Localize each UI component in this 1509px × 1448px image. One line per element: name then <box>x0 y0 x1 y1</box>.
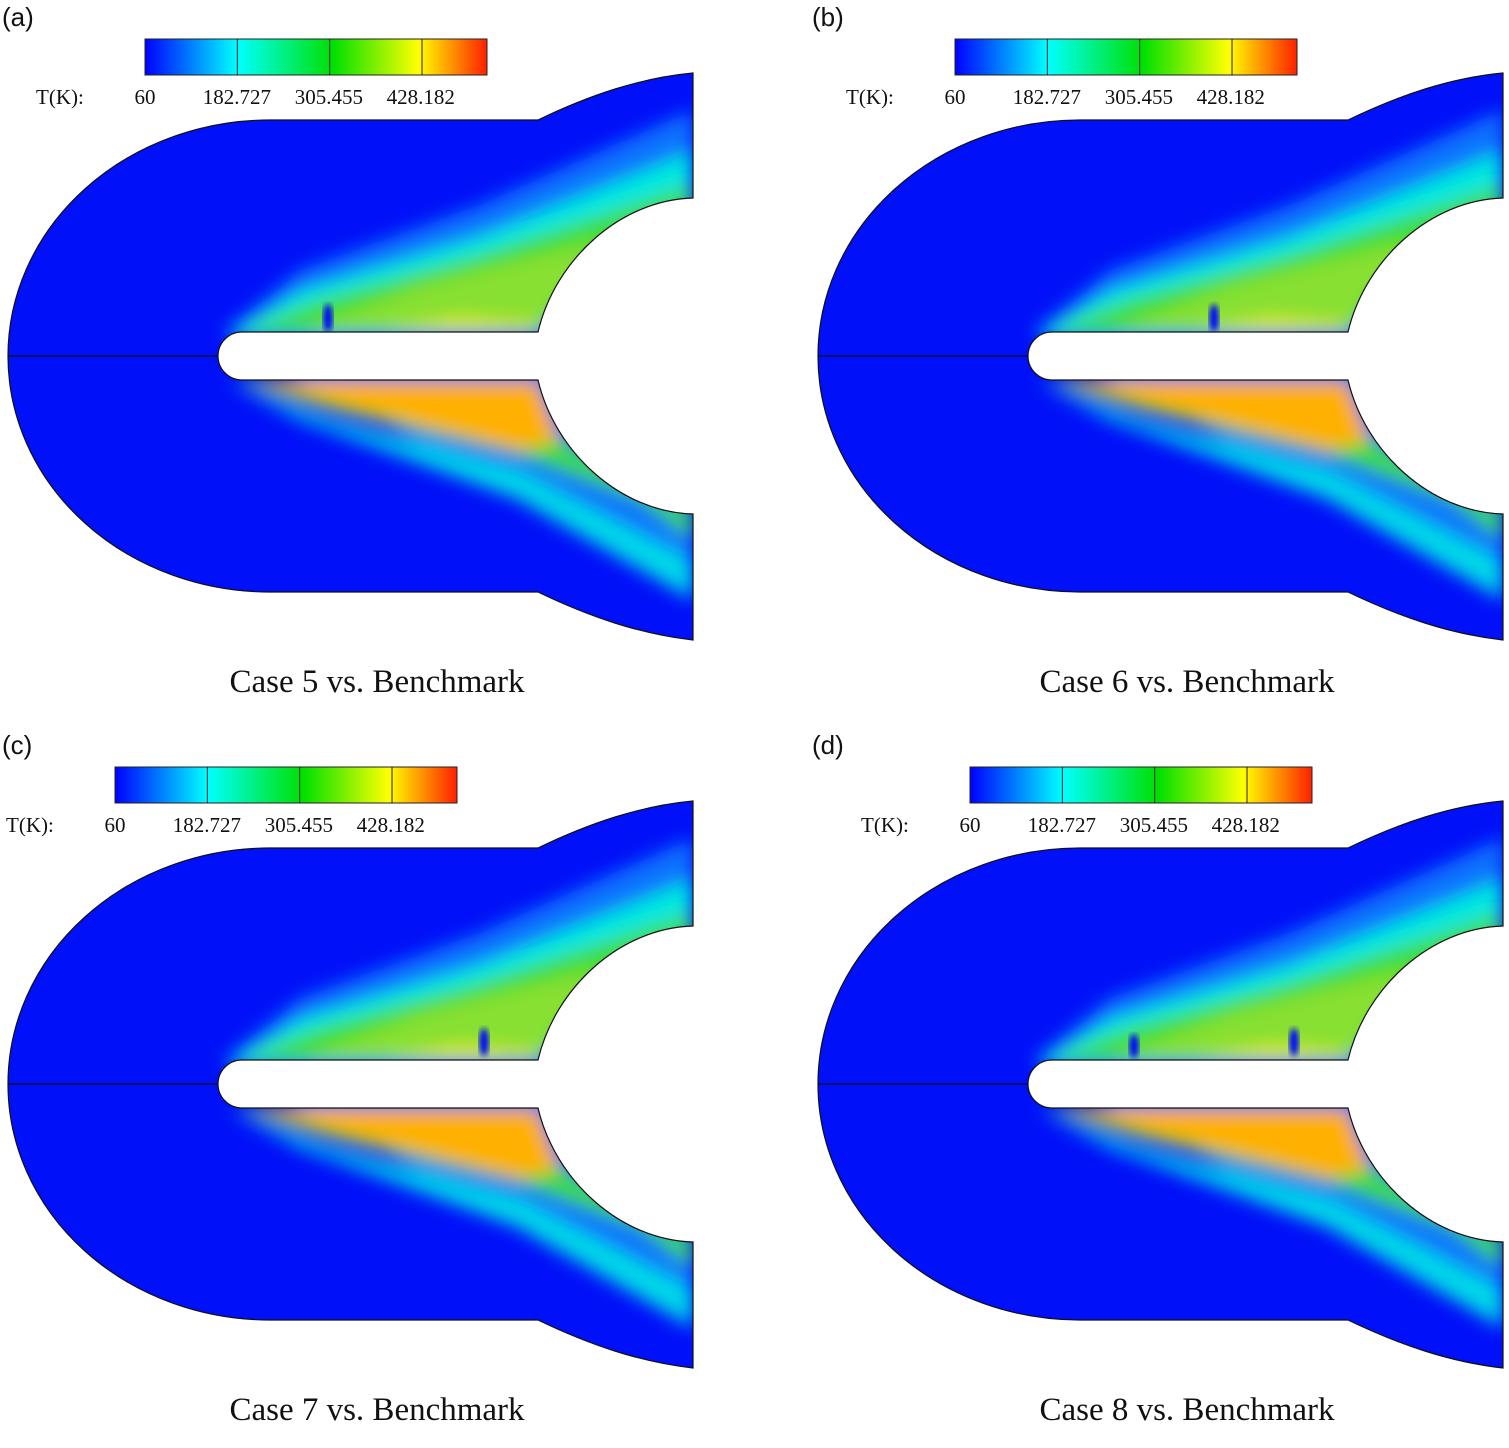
colorbar-tick-label: 428.182 <box>1196 85 1265 109</box>
cold-pocket <box>479 1028 489 1056</box>
colorbar-tick-label: 182.727 <box>1012 85 1082 109</box>
colorbar-label: T(K): <box>846 85 894 109</box>
temperature-contour <box>7 766 694 1369</box>
temperature-contour <box>7 38 694 641</box>
colorbar-tick-label: 182.727 <box>202 85 272 109</box>
domain-boundary <box>7 800 694 1369</box>
panel-label: (a) <box>2 2 34 32</box>
colorbar-tick-label: 182.727 <box>1027 813 1097 837</box>
colorbar <box>144 38 488 76</box>
contour-panel: (c) T(K): 60 182.727 305.455 428.182 Case 7… <box>0 728 705 1448</box>
domain-boundary <box>7 72 694 641</box>
cold-pocket <box>1289 1028 1299 1056</box>
domain-boundary <box>817 800 1504 1369</box>
colorbar-label: T(K): <box>861 813 909 837</box>
cold-pocket <box>1209 304 1219 332</box>
colorbar-tick-label: 60 <box>104 813 126 837</box>
temperature-contour <box>817 766 1504 1369</box>
panel-caption: Case 6 vs. Benchmark <box>1039 664 1335 700</box>
colorbar-tick-label: 305.455 <box>1104 85 1173 109</box>
flow-domain <box>818 801 1503 1368</box>
panel-caption: Case 7 vs. Benchmark <box>229 1392 525 1428</box>
flow-domain <box>8 73 693 640</box>
panel-caption: Case 5 vs. Benchmark <box>229 664 525 700</box>
contour-panel: (a) T(K): 60 182.727 305.455 428.182 Case 5… <box>0 0 705 720</box>
flow-domain <box>818 73 1503 640</box>
colorbar-tick-label: 305.455 <box>264 813 333 837</box>
panel-caption: Case 8 vs. Benchmark <box>1039 1392 1335 1428</box>
domain-boundary <box>817 72 1504 641</box>
flow-domain <box>8 801 693 1368</box>
cold-pocket <box>323 304 333 332</box>
panel-label: (d) <box>812 730 844 760</box>
colorbar-tick-label: 428.182 <box>1211 813 1280 837</box>
contour-panel: (b) T(K): 60 182.727 305.455 428.182 Case 6… <box>810 0 1509 720</box>
colorbar-tick-label: 60 <box>959 813 981 837</box>
contour-panel: (d) T(K): 60 182.727 305.455 428.182 Case 8… <box>810 728 1509 1448</box>
colorbar-tick-label: 182.727 <box>172 813 242 837</box>
colorbar-tick-label: 60 <box>134 85 156 109</box>
colorbar <box>969 766 1313 804</box>
colorbar-label: T(K): <box>6 813 54 837</box>
colorbar-tick-label: 305.455 <box>1119 813 1188 837</box>
colorbar-label: T(K): <box>36 85 84 109</box>
panel-label: (b) <box>812 2 844 32</box>
colorbar-tick-label: 428.182 <box>386 85 455 109</box>
colorbar <box>114 766 458 804</box>
temperature-contour <box>817 38 1504 641</box>
colorbar-tick-label: 305.455 <box>294 85 363 109</box>
colorbar-tick-label: 428.182 <box>356 813 425 837</box>
panel-label: (c) <box>2 730 33 760</box>
colorbar <box>954 38 1298 76</box>
colorbar-tick-label: 60 <box>944 85 966 109</box>
